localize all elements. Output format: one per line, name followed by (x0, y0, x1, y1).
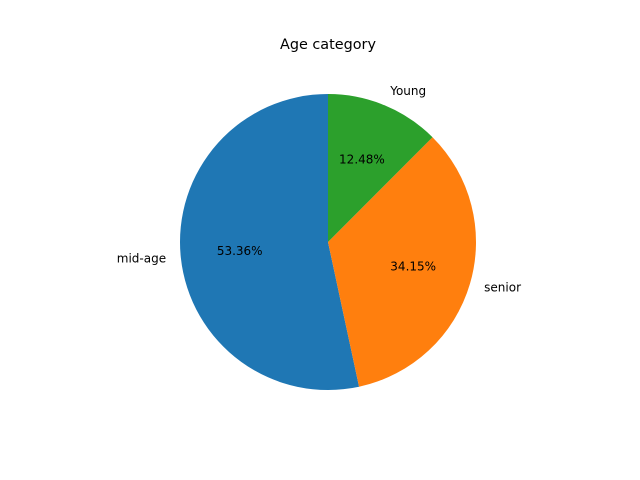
percent-label-mid-age: 53.36% (217, 244, 263, 258)
slice-label-young: Young (389, 84, 426, 98)
percent-labels: 53.36% 34.15% 12.48% (217, 152, 436, 273)
slice-label-mid-age: mid-age (117, 252, 166, 266)
percent-label-young: 12.48% (339, 152, 385, 166)
pie-slices (180, 94, 477, 390)
percent-label-senior: 34.15% (390, 260, 436, 274)
slice-label-senior: senior (484, 280, 521, 294)
pie-slice-young (328, 94, 433, 242)
chart-title: Age category (280, 37, 376, 53)
slice-labels: mid-age senior Young (117, 84, 521, 294)
pie-slice-mid-age (180, 94, 360, 390)
pie-slice-senior (328, 137, 477, 387)
